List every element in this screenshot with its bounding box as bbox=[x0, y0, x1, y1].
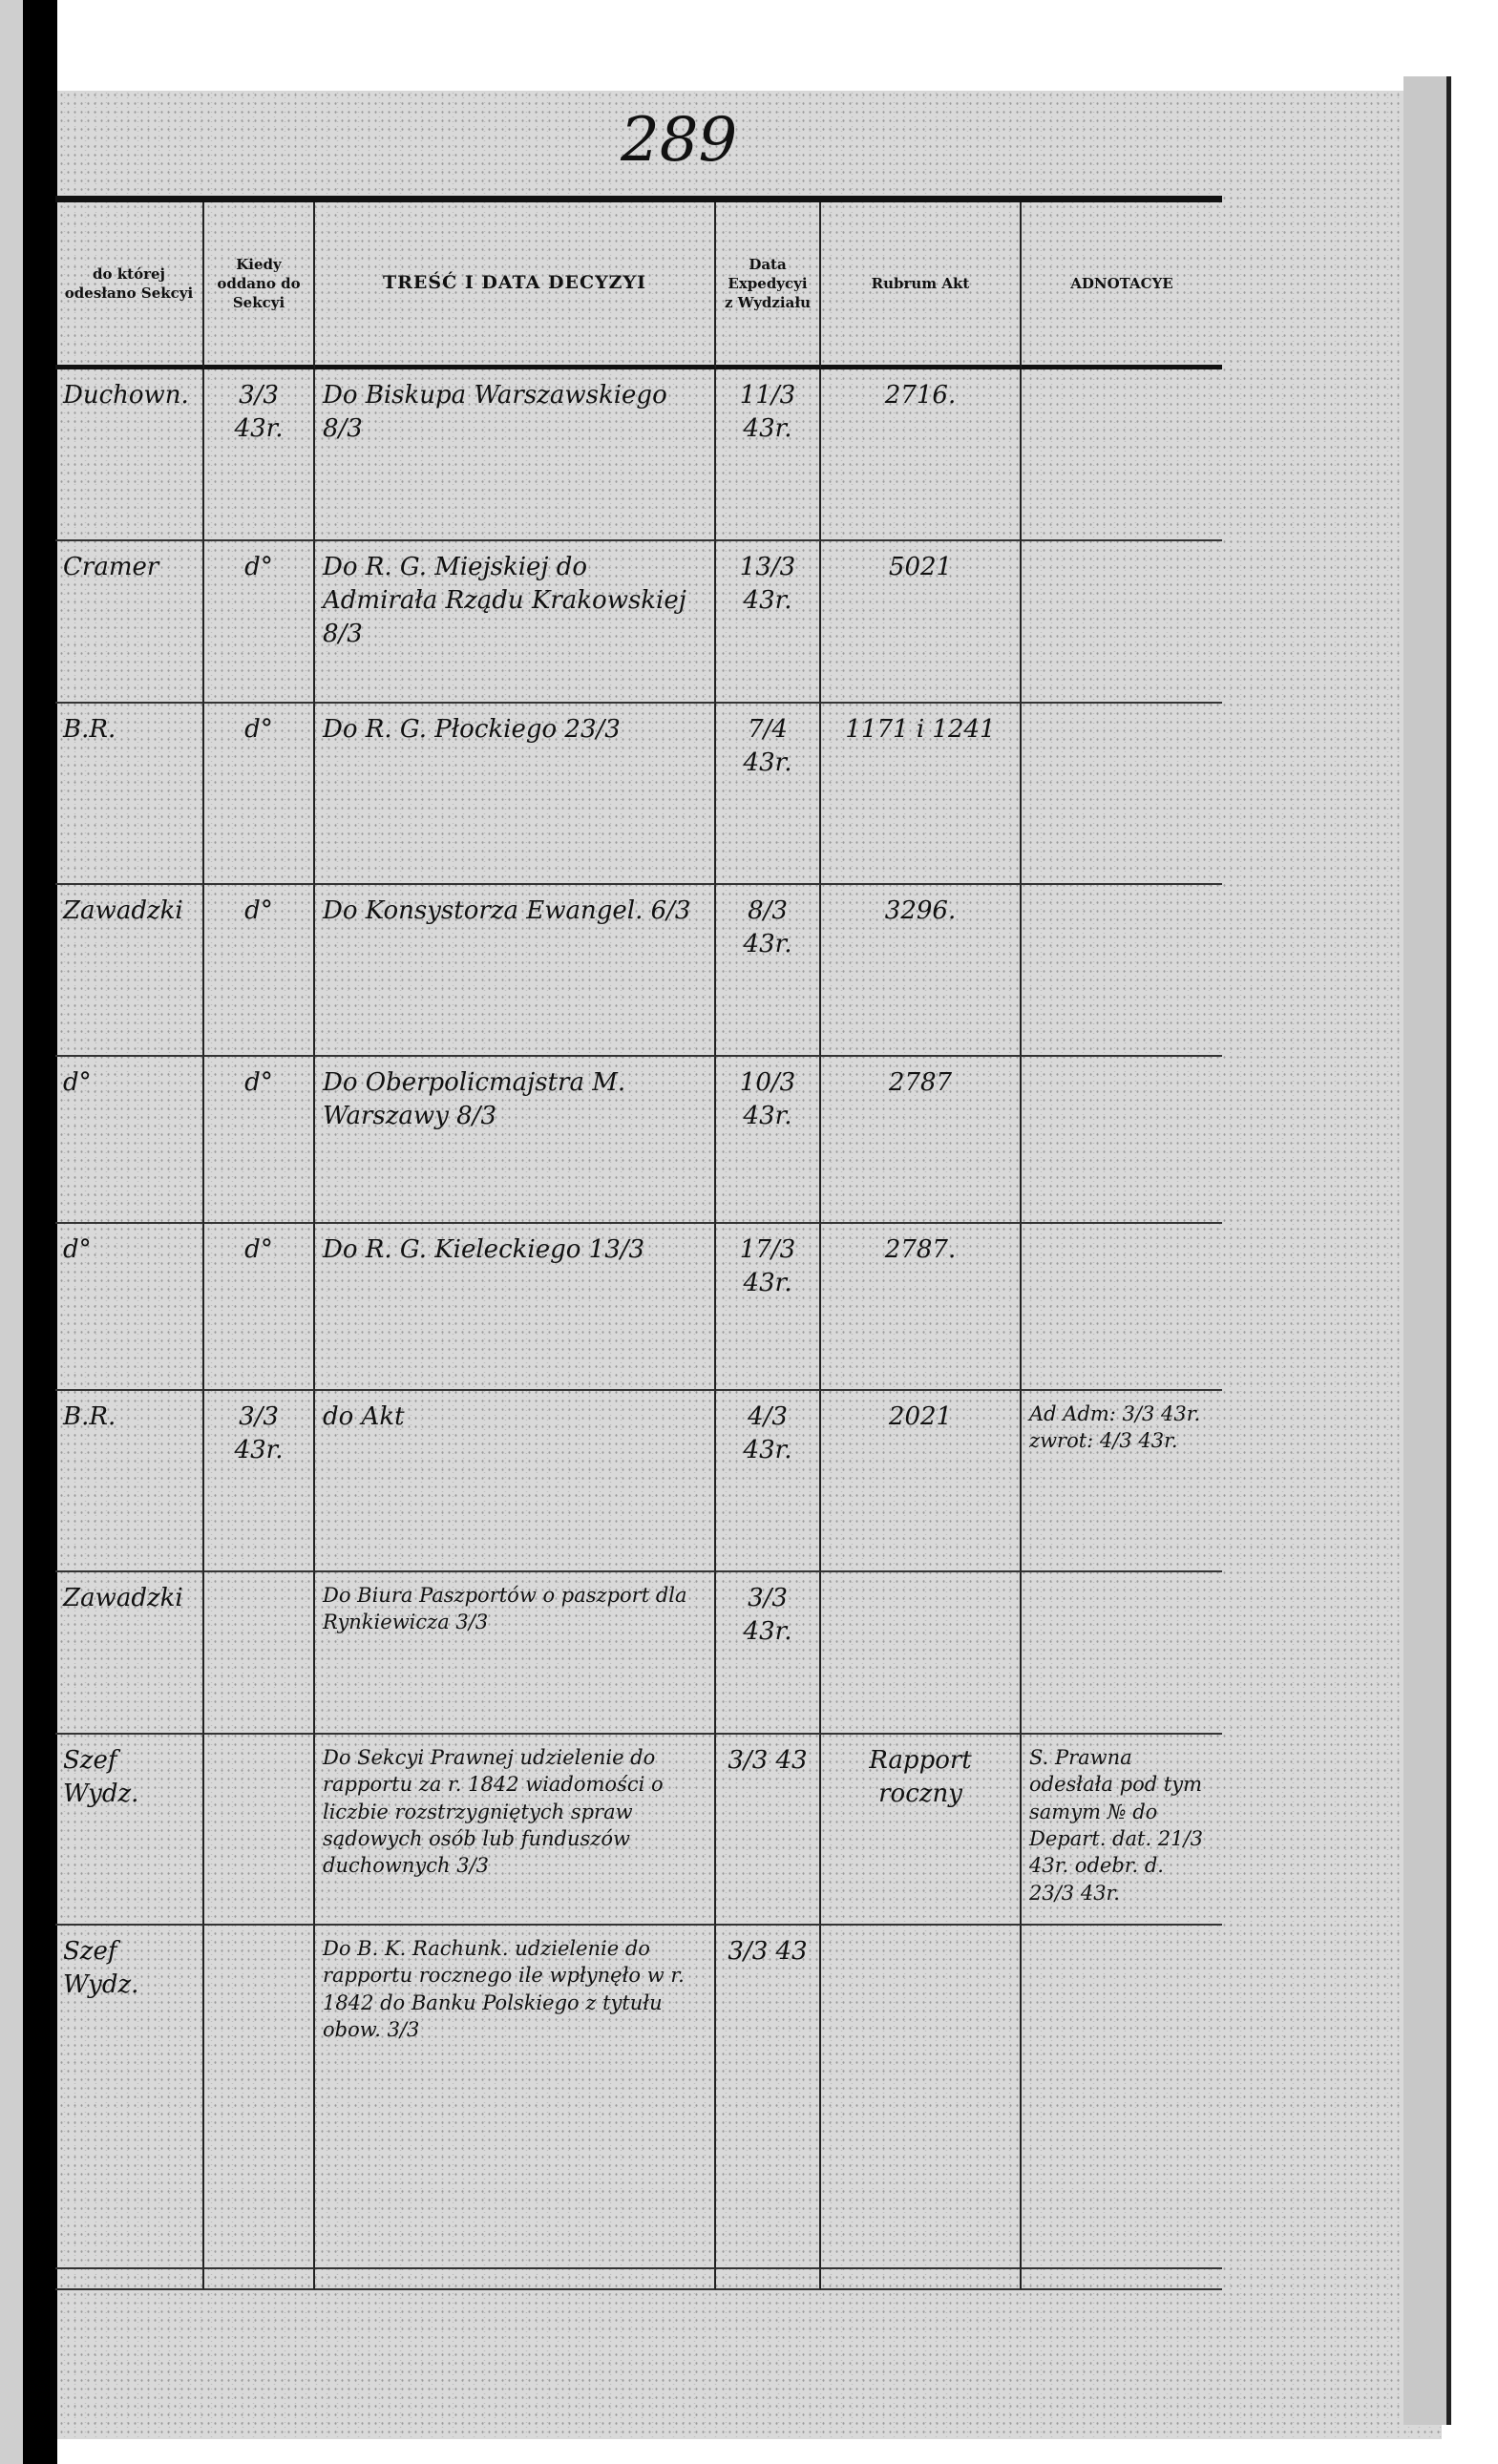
when-cell: d° bbox=[204, 541, 315, 704]
expedition-cell: 3/3 43 bbox=[716, 1735, 821, 1926]
rubrum-cell: 2021 bbox=[821, 1391, 1022, 1572]
when-cell: 3/3 43r. bbox=[204, 1391, 315, 1572]
header-when-handed: Kiedy oddano do Sekcyi bbox=[204, 202, 315, 369]
page-number: 289 bbox=[621, 105, 738, 176]
expedition-cell: 13/3 43r. bbox=[716, 541, 821, 704]
content-cell: Do B. K. Rachunk. udzielenie do rapportu… bbox=[315, 1926, 716, 2269]
notes-cell bbox=[1022, 1926, 1222, 2269]
content-cell: Do Oberpolicmajstra M. Warszawy 8/3 bbox=[315, 1057, 716, 1224]
expedition-cell: 7/4 43r. bbox=[716, 704, 821, 885]
section-cell: Cramer bbox=[55, 541, 204, 704]
when-cell: d° bbox=[204, 704, 315, 885]
empty-cell bbox=[315, 2269, 716, 2290]
empty-cell bbox=[821, 2269, 1022, 2290]
expedition-cell: 3/3 43 bbox=[716, 1926, 821, 2269]
rubrum-cell: 2716. bbox=[821, 369, 1022, 541]
section-cell: Duchown. bbox=[55, 369, 204, 541]
book-binding bbox=[23, 0, 57, 2464]
rubrum-cell bbox=[821, 1572, 1022, 1735]
section-cell: Zawadzki bbox=[55, 1572, 204, 1735]
header-annotations: ADNOTACYE bbox=[1022, 202, 1222, 369]
notes-cell bbox=[1022, 369, 1222, 541]
expedition-cell: 17/3 43r. bbox=[716, 1224, 821, 1391]
notes-cell bbox=[1022, 1057, 1222, 1224]
content-cell: Do R. G. Kieleckiego 13/3 bbox=[315, 1224, 716, 1391]
notes-cell bbox=[1022, 1224, 1222, 1391]
notes-cell: S. Prawna odesłała pod tym samym № do De… bbox=[1022, 1735, 1222, 1926]
section-cell: Szef Wydz. bbox=[55, 1926, 204, 2269]
empty-cell bbox=[716, 2269, 821, 2290]
content-cell: do Akt bbox=[315, 1391, 716, 1572]
notes-cell bbox=[1022, 541, 1222, 704]
section-cell: B.R. bbox=[55, 1391, 204, 1572]
content-cell: Do Biskupa Warszawskiego 8/3 bbox=[315, 369, 716, 541]
header-rubrum: Rubrum Akt bbox=[821, 202, 1022, 369]
notes-cell: Ad Adm: 3/3 43r. zwrot: 4/3 43r. bbox=[1022, 1391, 1222, 1572]
empty-cell bbox=[1022, 2269, 1222, 2290]
section-cell: d° bbox=[55, 1057, 204, 1224]
rubrum-cell: 2787. bbox=[821, 1224, 1022, 1391]
expedition-cell: 11/3 43r. bbox=[716, 369, 821, 541]
rubrum-cell: Rapport roczny bbox=[821, 1735, 1022, 1926]
content-cell: Do R. G. Płockiego 23/3 bbox=[315, 704, 716, 885]
when-cell: d° bbox=[204, 1057, 315, 1224]
expedition-cell: 8/3 43r. bbox=[716, 885, 821, 1057]
content-cell: Do Biura Paszportów o paszport dla Rynki… bbox=[315, 1572, 716, 1735]
section-cell: B.R. bbox=[55, 704, 204, 885]
rubrum-cell bbox=[821, 1926, 1022, 2269]
section-cell: d° bbox=[55, 1224, 204, 1391]
empty-cell bbox=[55, 2269, 204, 2290]
notes-cell bbox=[1022, 1572, 1222, 1735]
content-cell: Do R. G. Miejskiej do Admirała Rządu Kra… bbox=[315, 541, 716, 704]
expedition-cell: 10/3 43r. bbox=[716, 1057, 821, 1224]
when-cell: d° bbox=[204, 885, 315, 1057]
when-cell bbox=[204, 1572, 315, 1735]
header-section: do której odesłano Sekcyi bbox=[55, 202, 204, 369]
empty-cell bbox=[204, 2269, 315, 2290]
header-content: TREŚĆ I DATA DECYZYI bbox=[315, 202, 716, 369]
expedition-cell: 4/3 43r. bbox=[716, 1391, 821, 1572]
expedition-cell: 3/3 43r. bbox=[716, 1572, 821, 1735]
rubrum-cell: 5021 bbox=[821, 541, 1022, 704]
section-cell: Zawadzki bbox=[55, 885, 204, 1057]
notes-cell bbox=[1022, 704, 1222, 885]
rubrum-cell: 2787 bbox=[821, 1057, 1022, 1224]
when-cell bbox=[204, 1735, 315, 1926]
when-cell: d° bbox=[204, 1224, 315, 1391]
notes-cell bbox=[1022, 885, 1222, 1057]
rubrum-cell: 3296. bbox=[821, 885, 1022, 1057]
when-cell bbox=[204, 1926, 315, 2269]
previous-page-edge bbox=[0, 0, 23, 2464]
content-cell: Do Sekcyi Prawnej udzielenie do rapportu… bbox=[315, 1735, 716, 1926]
header-expedition: Data Expedycyi z Wydziału bbox=[716, 202, 821, 369]
when-cell: 3/3 43r. bbox=[204, 369, 315, 541]
section-cell: Szef Wydz. bbox=[55, 1735, 204, 1926]
register-table: do której odesłano Sekcyi Kiedy oddano d… bbox=[55, 196, 1222, 2290]
register-page bbox=[38, 91, 1442, 2439]
rubrum-cell: 1171 i 1241 bbox=[821, 704, 1022, 885]
page-edge bbox=[1403, 76, 1451, 2425]
content-cell: Do Konsystorza Ewangel. 6/3 bbox=[315, 885, 716, 1057]
